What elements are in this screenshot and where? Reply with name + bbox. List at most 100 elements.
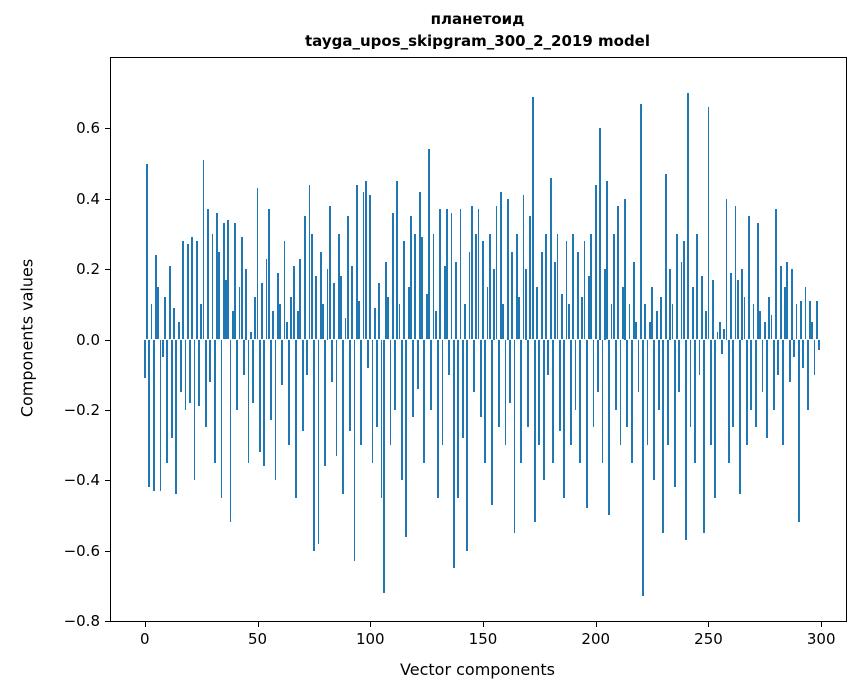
bar [682,240,685,340]
bar [806,339,809,410]
y-tick-label: 0.4 [76,189,100,208]
bar [294,339,297,498]
bar [637,339,640,393]
bar [258,339,261,453]
y-tick-label: −0.6 [63,541,100,560]
bar [414,233,417,340]
bar [159,339,162,491]
bar [421,237,424,340]
bar [493,269,496,340]
bar [398,304,401,340]
x-tick-mark [257,622,259,627]
bar [355,184,358,340]
bar [666,339,669,446]
bar [234,223,236,340]
bar [441,339,444,446]
bar [186,244,189,340]
bar [362,191,365,340]
bar [466,339,469,551]
bar [290,297,293,340]
x-tick-label: 300 [806,630,836,648]
bar [155,255,157,340]
bar [299,258,302,340]
bar [524,269,527,340]
bar [781,339,784,446]
bar [608,339,611,516]
bar [669,269,672,340]
bar [245,269,248,340]
x-tick-label: 0 [140,630,150,648]
bar [680,262,683,340]
bar [247,339,250,463]
bar [274,339,277,481]
bar [657,339,660,410]
bar [389,339,392,446]
bar [146,163,148,340]
bar [554,262,557,340]
bar [315,276,318,340]
bar [597,339,599,393]
y-tick-mark [105,198,110,200]
bar [585,339,588,509]
bar [331,339,333,382]
bar [306,339,309,375]
bar [459,209,462,340]
bar [513,339,516,534]
bar [477,209,480,340]
bar [685,339,687,541]
bar [281,339,284,386]
bar [793,339,796,358]
bar [220,339,223,498]
bar [705,311,708,340]
bar [511,251,514,340]
y-tick-label: −0.2 [63,400,100,419]
bar [689,339,692,428]
bar [324,339,327,467]
bar [272,311,275,340]
bar [301,339,304,431]
bar [473,339,475,393]
bar [630,339,633,463]
bar [797,339,800,523]
bar [335,339,338,456]
bar [285,321,288,340]
bar [218,251,221,340]
x-tick-label: 150 [468,630,498,648]
bar [567,304,570,340]
y-tick-mark [105,409,110,411]
bar [297,311,300,340]
bar [152,339,155,491]
bar [639,103,642,340]
bar [800,300,802,340]
bar [759,311,762,340]
bar [470,205,473,340]
chart-subtitle: tayga_upos_skipgram_300_2_2019 model [305,32,650,50]
bar [718,321,721,340]
bar [506,198,509,340]
bar [382,339,385,593]
x-tick-mark [595,622,597,627]
bar [328,205,331,340]
bar [443,265,446,340]
bar [542,339,545,481]
bar [200,304,203,340]
bar [446,209,448,340]
bar [371,339,374,463]
bar [340,276,342,340]
bar [432,233,435,340]
bar [644,304,647,340]
bar [721,339,723,354]
bar [590,233,593,340]
bar [552,339,554,463]
bar [484,339,487,463]
bar [527,339,529,428]
y-tick-label: −0.4 [63,471,100,490]
x-tick-label: 50 [248,630,268,648]
bar [182,240,185,340]
bar [538,339,541,446]
bar [452,339,455,569]
bar [310,233,313,340]
bar [691,286,694,340]
y-tick-mark [105,269,110,271]
bar [198,339,200,407]
